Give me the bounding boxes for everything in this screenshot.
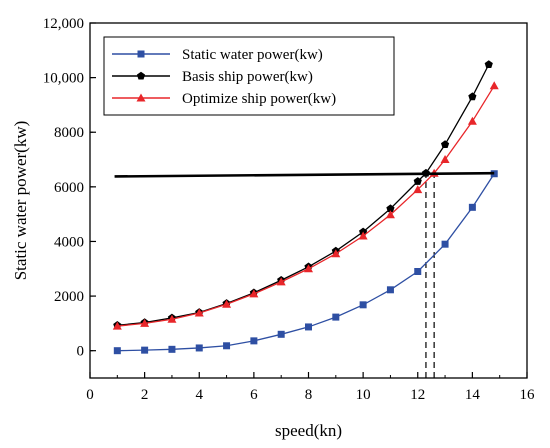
- legend-label-3: Optimize ship power(kw): [182, 91, 336, 107]
- series-1-point-3: [168, 345, 176, 353]
- series-1-point-14: [468, 203, 476, 211]
- x-tick-label-6: 10: [356, 387, 371, 403]
- legend-marker-2: [136, 71, 146, 80]
- series-3-point-7: [276, 277, 286, 286]
- legend-item-2: Basis ship power(kw): [112, 69, 313, 85]
- series-1-point-13: [441, 240, 449, 248]
- series-3-point-6: [249, 289, 259, 298]
- series-3-point-5: [222, 299, 232, 308]
- series-3-point-3: [167, 314, 177, 323]
- series-2-point-10: [359, 227, 368, 236]
- x-tick-label-5: 8: [305, 387, 313, 403]
- legend-label-2: Basis ship power(kw): [182, 69, 313, 85]
- y-tick-label-5: 8000: [54, 125, 84, 141]
- series-1-point-4: [195, 344, 203, 352]
- x-axis-title: speed(kn): [275, 421, 342, 440]
- y-tick-label-3: 4000: [54, 234, 84, 250]
- plot-content: [112, 60, 499, 378]
- x-tick-label-9: 16: [520, 387, 536, 403]
- x-tick-label-3: 4: [196, 387, 204, 403]
- series-1-point-12: [414, 268, 422, 275]
- x-tick-label-8: 14: [465, 387, 481, 403]
- series-1-point-1: [113, 347, 121, 355]
- series-1-point-8: [305, 323, 312, 331]
- series-3-point-1: [112, 321, 122, 330]
- y-tick-label-1: 0: [77, 344, 85, 360]
- series-1-point-11: [386, 286, 394, 294]
- series-1-point-6: [250, 337, 258, 345]
- series-1-point-2: [141, 346, 149, 354]
- series-2-point-14: [440, 140, 450, 148]
- y-tick-label-4: 6000: [54, 180, 84, 196]
- series-2-point-16: [484, 60, 493, 68]
- x-tick-label-4: 6: [250, 387, 258, 403]
- series-2-point-11: [386, 204, 395, 213]
- y-tick-label-6: 10,000: [43, 71, 84, 87]
- series-3-point-12: [413, 185, 423, 194]
- series-2-point-12: [413, 177, 422, 185]
- legend: Static water power(kw) Basis ship power(k…: [103, 36, 395, 116]
- y-axis-title: Static water power(kw): [11, 121, 30, 281]
- axes: 0 2 4 6 8 10 12 14 16 0 2000 4000 6000 8000 10,000 12,0…: [43, 16, 535, 403]
- legend-item-3: Optimize ship power(kw): [112, 91, 336, 107]
- series-3-point-16: [489, 81, 499, 90]
- x-tick-label-7: 12: [410, 387, 425, 403]
- legend-item-1: Static water power(kw): [112, 47, 323, 63]
- series-3-point-15: [467, 116, 477, 125]
- x-tick-label-2: 2: [141, 387, 149, 403]
- series-3-point-8: [304, 264, 313, 273]
- series-3-point-4: [194, 308, 204, 317]
- series-3-point-9: [331, 249, 341, 258]
- legend-items: Static water power(kw) Basis ship power(k…: [112, 47, 336, 107]
- series-3-point-14: [440, 155, 450, 164]
- series-3: [112, 81, 499, 330]
- x-tick-label-1: 0: [86, 387, 94, 403]
- series-4: [114, 171, 495, 178]
- legend-marker-3: [136, 93, 146, 102]
- series-2-point-15: [468, 92, 477, 101]
- legend-label-1: Static water power(kw): [182, 47, 323, 63]
- series-1: [113, 170, 498, 355]
- series-4-line: [114, 171, 495, 178]
- legend-marker-1: [137, 50, 145, 58]
- y-tick-label-2: 2000: [54, 289, 84, 305]
- series-1-point-9: [332, 313, 340, 321]
- series-2-line: [117, 64, 490, 326]
- series-1-point-7: [277, 330, 285, 338]
- y-tick-label-7: 12,000: [43, 16, 84, 32]
- series-1-point-10: [359, 301, 367, 309]
- series-3-point-10: [358, 231, 368, 240]
- series-3-point-11: [385, 210, 395, 219]
- series-3-line: [117, 85, 495, 327]
- series-3-point-2: [140, 318, 150, 327]
- series-1-point-5: [223, 342, 231, 350]
